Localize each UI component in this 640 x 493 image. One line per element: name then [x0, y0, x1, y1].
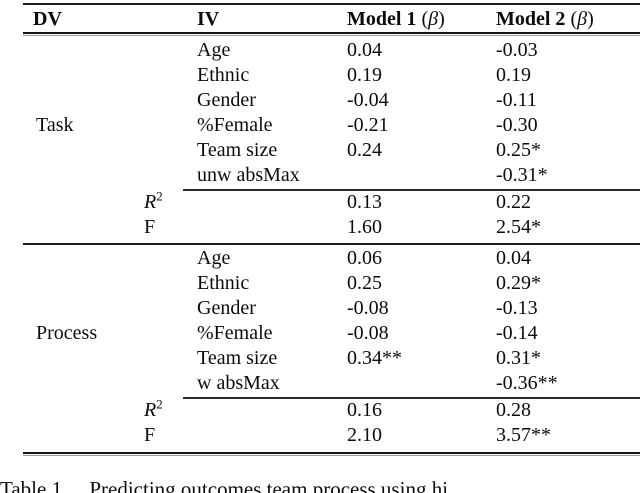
iv-label: %Female	[197, 322, 273, 344]
table-row: unw absMax -0.31*	[0, 164, 640, 189]
table-row: w absMax -0.36**	[0, 372, 640, 397]
r-squared-label: R2	[144, 188, 163, 213]
model1-value: -0.08	[347, 322, 389, 344]
table-top-rule	[23, 3, 640, 5]
header-model2-label: Model 2	[496, 8, 566, 30]
header-model2-beta: (β)	[570, 8, 594, 30]
table-row: Task %Female -0.21 -0.30	[0, 114, 640, 139]
f-label: F	[144, 424, 156, 446]
table-row: Gender -0.08 -0.13	[0, 297, 640, 322]
model1-value: 0.34**	[347, 347, 402, 369]
iv-label: Ethnic	[197, 64, 250, 86]
process-stats-rule	[183, 397, 640, 399]
beta-symbol: β	[577, 8, 588, 30]
table-row: Age 0.06 0.04	[0, 247, 640, 272]
caption-text: Predicting outcomes team process using h…	[89, 477, 449, 493]
section-divider-rule	[23, 243, 640, 245]
table-row: Age 0.04 -0.03	[0, 39, 640, 64]
stat-row: R2 0.16 0.28	[0, 396, 640, 424]
model1-value: 0.19	[347, 64, 382, 86]
model1-value: 0.24	[347, 139, 382, 161]
header-iv: IV	[197, 8, 220, 30]
caption-label: Table 1.	[0, 477, 68, 493]
table-caption: Table 1. Predicting outcomes team process…	[0, 477, 640, 493]
stat-row: F 2.10 3.57**	[0, 424, 640, 449]
model2-value: 0.28	[496, 399, 531, 421]
model1-value: 0.04	[347, 39, 382, 61]
iv-label: Gender	[197, 297, 256, 319]
iv-label: Age	[197, 247, 231, 269]
iv-label: Team size	[197, 139, 278, 161]
stat-row: F 1.60 2.54*	[0, 216, 640, 241]
table-bottom-rule	[23, 452, 640, 456]
beta-symbol: β	[428, 8, 439, 30]
model2-value: 3.57**	[496, 424, 551, 446]
header-model1-label: Model 1	[347, 8, 417, 30]
model2-value: 0.31*	[496, 347, 541, 369]
header-bottom-rule	[23, 32, 640, 36]
table-header-row: DV IV Model 1 (β) Model 2 (β)	[0, 5, 640, 32]
model2-value: -0.14	[496, 322, 538, 344]
iv-label: unw absMax	[197, 164, 300, 186]
model2-value: 2.54*	[496, 216, 541, 238]
model2-value: -0.03	[496, 39, 538, 61]
model2-value: 0.22	[496, 191, 531, 213]
model1-value: -0.08	[347, 297, 389, 319]
dv-label-task: Task	[36, 114, 74, 136]
header-model2: Model 2 (β)	[496, 8, 639, 31]
model2-value: 0.19	[496, 64, 531, 86]
model1-value: 0.13	[347, 191, 382, 213]
iv-label: Age	[197, 39, 231, 61]
model2-value: -0.36**	[496, 372, 558, 394]
r-squared-label: R2	[144, 396, 163, 421]
model1-value: 2.10	[347, 424, 382, 446]
model2-value: -0.30	[496, 114, 538, 136]
iv-label: w absMax	[197, 372, 280, 394]
model1-value: -0.21	[347, 114, 389, 136]
header-dv: DV	[33, 8, 62, 30]
model1-value: 1.60	[347, 216, 382, 238]
table-row: Process %Female -0.08 -0.14	[0, 322, 640, 347]
task-stats-rule	[183, 189, 640, 191]
header-model1-beta: (β)	[421, 8, 445, 30]
table-row: Ethnic 0.25 0.29*	[0, 272, 640, 297]
iv-label: %Female	[197, 114, 273, 136]
iv-label: Gender	[197, 89, 256, 111]
model2-value: 0.25*	[496, 139, 541, 161]
model1-value: -0.04	[347, 89, 389, 111]
model1-value: 0.25	[347, 272, 382, 294]
dv-label-process: Process	[36, 322, 98, 344]
model1-value: 0.16	[347, 399, 382, 421]
table-row: Team size 0.24 0.25*	[0, 139, 640, 164]
header-model1: Model 1 (β)	[347, 8, 496, 31]
model2-value: 0.29*	[496, 272, 541, 294]
table-row: Gender -0.04 -0.11	[0, 89, 640, 114]
table-row: Team size 0.34** 0.31*	[0, 347, 640, 372]
table-row: Ethnic 0.19 0.19	[0, 64, 640, 89]
model2-value: 0.04	[496, 247, 531, 269]
f-label: F	[144, 216, 156, 238]
iv-label: Ethnic	[197, 272, 250, 294]
stat-row: R2 0.13 0.22	[0, 188, 640, 216]
model2-value: -0.11	[496, 89, 537, 111]
model2-value: -0.13	[496, 297, 538, 319]
iv-label: Team size	[197, 347, 278, 369]
model1-value: 0.06	[347, 247, 382, 269]
model2-value: -0.31*	[496, 164, 548, 186]
